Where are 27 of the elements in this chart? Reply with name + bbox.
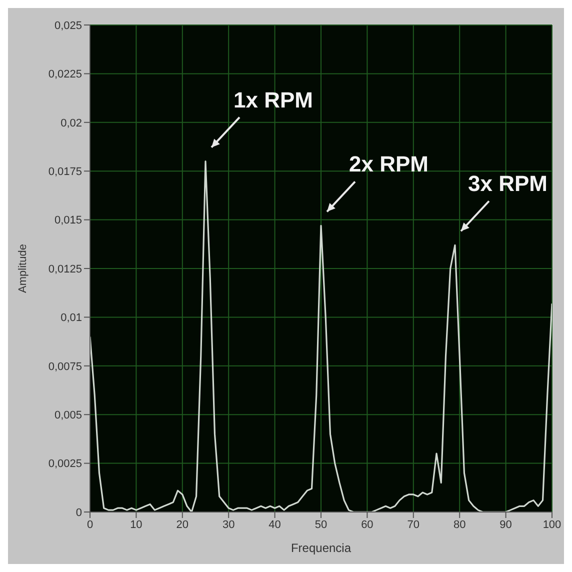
annotation: 2x RPM [349, 152, 428, 177]
x-tick-label: 100 [542, 518, 562, 531]
y-tick-label: 0,0125 [48, 263, 82, 276]
y-tick-label: 0,0025 [48, 458, 82, 470]
x-tick-label: 60 [361, 518, 374, 531]
y-tick-label: 0,015 [54, 214, 82, 227]
x-tick-label: 30 [222, 518, 235, 531]
y-tick-label: 0,0175 [48, 166, 82, 178]
x-axis-title: Frequencia [290, 541, 352, 555]
x-tick-label: 80 [453, 518, 466, 531]
x-tick-label: 0 [86, 518, 94, 531]
x-tick-label: 20 [176, 518, 189, 531]
y-tick-label: 0,0075 [48, 360, 82, 373]
x-tick-label: 90 [500, 518, 512, 531]
y-axis-title: Amplitude [16, 244, 29, 293]
x-tick-label: 50 [314, 518, 328, 531]
y-tick-label: 0 [76, 506, 82, 519]
x-tick-label: 40 [268, 518, 281, 531]
x-tick-label: 10 [130, 518, 142, 531]
x-tick-label: 70 [407, 518, 420, 531]
y-tick-label: 0,02 [60, 117, 82, 130]
y-tick-label: 0,025 [54, 20, 82, 32]
y-tick-label: 0,005 [54, 410, 82, 422]
annotation: 3x RPM [468, 171, 548, 196]
y-tick-label: 0,0225 [48, 68, 82, 81]
y-tick-label: 0,01 [60, 312, 82, 324]
annotation: 1x RPM [234, 87, 313, 112]
